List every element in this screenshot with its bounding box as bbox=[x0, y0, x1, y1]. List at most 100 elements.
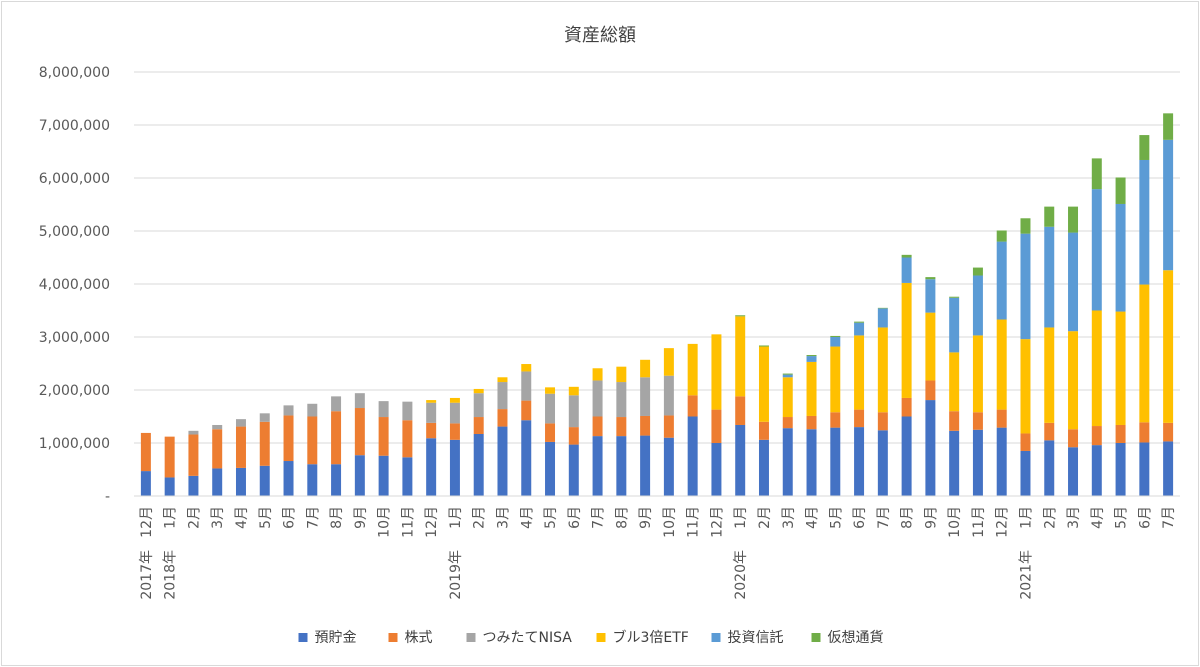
x-tick-label: 2月 bbox=[757, 506, 773, 529]
bar-segment bbox=[925, 279, 936, 313]
x-tick-label: 8月 bbox=[614, 506, 630, 529]
y-tick-label: 2,000,000 bbox=[39, 383, 110, 399]
bar-segment bbox=[449, 402, 460, 424]
bar-segment bbox=[1020, 450, 1031, 496]
bar-segment bbox=[354, 408, 365, 456]
bar-segment bbox=[1139, 159, 1150, 285]
bar-segment bbox=[972, 335, 983, 413]
bar-segment bbox=[616, 436, 627, 496]
bar-segment bbox=[1139, 284, 1150, 423]
x-tick-label: 7月 bbox=[1161, 506, 1177, 529]
x-tick-label: 6月 bbox=[852, 506, 868, 529]
bar-segment bbox=[378, 455, 389, 496]
x-tick-label: 10月 bbox=[377, 506, 393, 538]
legend-swatch bbox=[466, 633, 476, 642]
bar-segment bbox=[1139, 422, 1150, 443]
bar-segment bbox=[449, 439, 460, 496]
bar-segment bbox=[212, 429, 223, 469]
y-tick-label: 4,000,000 bbox=[39, 277, 110, 293]
x-tick-label: 12月 bbox=[709, 506, 725, 538]
bar-segment bbox=[877, 307, 888, 309]
bar-segment bbox=[188, 475, 199, 496]
bar-segment bbox=[259, 421, 270, 466]
bar-segment bbox=[592, 380, 603, 417]
bar-segment bbox=[758, 346, 769, 422]
x-tick-label: 12月 bbox=[995, 506, 1011, 538]
bar-segment bbox=[735, 316, 746, 397]
bar-segment bbox=[1163, 113, 1174, 140]
bar-segment bbox=[949, 430, 960, 496]
x-tick-label: 3月 bbox=[1066, 506, 1082, 529]
bar-segment bbox=[307, 416, 318, 465]
bar-segment bbox=[1044, 440, 1055, 496]
bar-segment bbox=[140, 432, 151, 472]
x-tick-label: 4月 bbox=[1090, 506, 1106, 529]
bar-segment bbox=[640, 415, 651, 436]
bar-segment bbox=[521, 400, 532, 421]
bar-segment bbox=[140, 471, 151, 496]
x-tick-label: 4月 bbox=[519, 506, 535, 529]
bar-segment bbox=[972, 267, 983, 276]
bar-segment bbox=[663, 348, 674, 376]
y-tick-label: 3,000,000 bbox=[39, 330, 110, 346]
bar-segment bbox=[212, 424, 223, 430]
bar-segment bbox=[307, 403, 318, 417]
bar-segment bbox=[830, 412, 841, 428]
bar-segment bbox=[782, 377, 793, 418]
bar-segment bbox=[1115, 177, 1126, 204]
bar-segment bbox=[949, 297, 960, 353]
bar-segment bbox=[877, 308, 888, 328]
bar-segment bbox=[1020, 218, 1031, 234]
x-tick-label: 8月 bbox=[900, 506, 916, 529]
bar-segment bbox=[735, 396, 746, 425]
bar-segment bbox=[402, 420, 413, 458]
x-tick-label: 11月 bbox=[971, 506, 987, 538]
bar-segment bbox=[616, 366, 627, 383]
bar-segment bbox=[711, 443, 722, 496]
bar-segment bbox=[497, 382, 508, 410]
bar-segment bbox=[1068, 206, 1079, 233]
bar-segment bbox=[663, 375, 674, 416]
bar-segment bbox=[1115, 424, 1126, 443]
x-tick-label: 11月 bbox=[686, 506, 702, 538]
legend: 預貯金 株式 つみたてNISA ブル3倍ETF 投資信託 仮想通貨 bbox=[298, 629, 884, 646]
bar-segment bbox=[996, 427, 1007, 496]
bar-segment bbox=[1044, 206, 1055, 227]
x-tick-label: 5月 bbox=[543, 506, 559, 529]
bar-segment bbox=[806, 429, 817, 496]
x-tick-label: 10月 bbox=[662, 506, 678, 538]
bar-segment bbox=[1020, 339, 1031, 434]
x-year-label: 2017年 bbox=[139, 550, 155, 600]
legend-label: 株式 bbox=[405, 630, 433, 646]
x-year-label: 2019年 bbox=[448, 550, 464, 600]
bar-segment bbox=[1020, 433, 1031, 451]
bar-segment bbox=[331, 411, 342, 465]
bar-segment bbox=[259, 413, 270, 422]
bar-segment bbox=[1091, 189, 1102, 311]
bar-segment bbox=[473, 433, 484, 496]
bar-segment bbox=[1044, 226, 1055, 328]
bar-segment bbox=[758, 439, 769, 496]
legend-label: つみたてNISA bbox=[483, 630, 573, 646]
bar-segment bbox=[735, 424, 746, 496]
x-tick-label: 2月 bbox=[1042, 506, 1058, 529]
x-tick-label: 9月 bbox=[923, 506, 939, 529]
bar-segment bbox=[283, 405, 294, 416]
x-tick-label: 5月 bbox=[828, 506, 844, 529]
x-year-label: 2018年 bbox=[163, 550, 179, 600]
x-tick-label: 7月 bbox=[876, 506, 892, 529]
bar-segment bbox=[497, 426, 508, 496]
x-tick-label: 1月 bbox=[448, 506, 464, 529]
bar-segment bbox=[283, 461, 294, 496]
y-tick-label: 6,000,000 bbox=[39, 171, 110, 187]
bar-segment bbox=[901, 416, 912, 496]
bar-segment bbox=[473, 388, 484, 394]
x-tick-label: 5月 bbox=[1114, 506, 1130, 529]
bar-segment bbox=[854, 335, 865, 410]
bar-segment bbox=[996, 241, 1007, 320]
bar-segment bbox=[402, 401, 413, 421]
bar-segment bbox=[354, 455, 365, 496]
legend-swatch bbox=[388, 633, 398, 642]
bar-segment bbox=[830, 337, 841, 347]
